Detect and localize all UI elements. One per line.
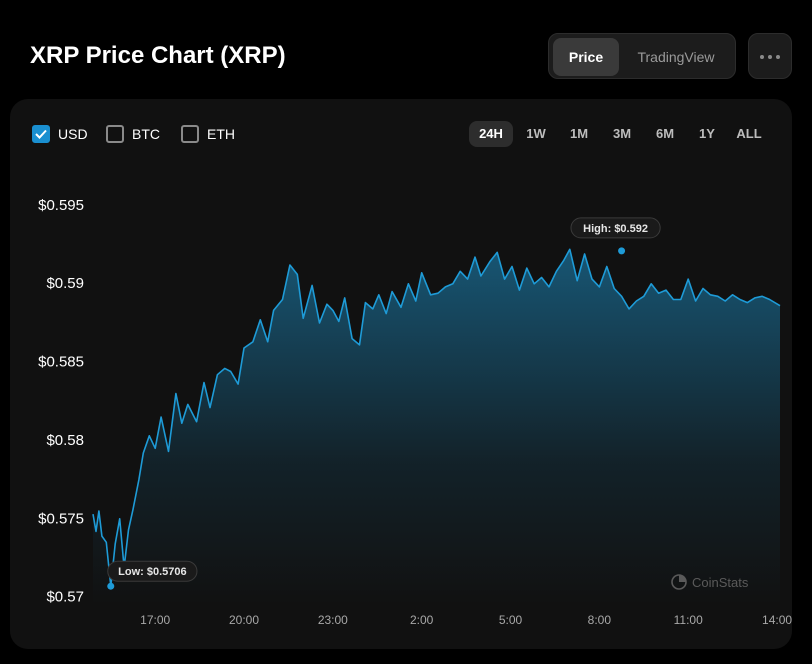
y-tick-label: $0.585 (38, 354, 84, 371)
y-tick-label: $0.59 (46, 275, 84, 292)
price-area (93, 249, 780, 606)
watermark-text: CoinStats (692, 575, 749, 590)
checkbox-icon (181, 125, 199, 143)
high-point (618, 247, 626, 255)
currency-usd-checkbox[interactable]: USD (32, 125, 88, 143)
range-3m[interactable]: 3M (612, 126, 632, 141)
x-tick-label: 17:00 (140, 613, 170, 627)
tab-price[interactable]: Price (553, 38, 619, 76)
more-options-button[interactable] (748, 33, 792, 79)
view-toggle: Price TradingView (548, 33, 736, 79)
coinstats-logo (671, 574, 687, 590)
checkbox-checked-icon (32, 125, 50, 143)
tab-tradingview[interactable]: TradingView (637, 49, 715, 65)
x-tick-label: 23:00 (318, 613, 348, 627)
ellipsis-dot (768, 55, 772, 59)
low-tooltip (107, 560, 198, 582)
range-6m[interactable]: 6M (655, 126, 675, 141)
high-tooltip (570, 217, 661, 239)
price-line (92, 248, 781, 587)
range-1w[interactable]: 1W (526, 126, 546, 141)
range-1y[interactable]: 1Y (699, 126, 715, 141)
low-label: Low: $0.5706 (118, 566, 186, 578)
high-label: High: $0.592 (583, 223, 648, 235)
currency-eth-checkbox[interactable]: ETH (181, 125, 235, 143)
currency-label: USD (58, 126, 88, 142)
y-tick-label: $0.58 (46, 432, 84, 449)
checkbox-icon (106, 125, 124, 143)
x-tick-label: 20:00 (229, 613, 259, 627)
y-tick-label: $0.575 (38, 510, 84, 527)
range-1m[interactable]: 1M (569, 126, 589, 141)
x-tick-label: 2:00 (410, 613, 434, 627)
low-point (107, 582, 115, 590)
x-tick-label: 5:00 (499, 613, 523, 627)
x-tick-label: 11:00 (674, 613, 703, 627)
ellipsis-icon (760, 55, 764, 59)
currency-label: BTC (132, 126, 160, 142)
y-tick-label: $0.57 (46, 589, 84, 606)
range-all[interactable]: ALL (736, 126, 762, 141)
y-tick-label: $0.595 (38, 197, 84, 214)
ellipsis-dot (776, 55, 780, 59)
x-tick-label: 14:00 (762, 613, 792, 627)
currency-label: ETH (207, 126, 235, 142)
x-tick-label: 8:00 (588, 613, 612, 627)
page-title: XRP Price Chart (XRP) (30, 42, 286, 69)
range-24h[interactable]: 24H (469, 121, 513, 147)
currency-btc-checkbox[interactable]: BTC (106, 125, 160, 143)
